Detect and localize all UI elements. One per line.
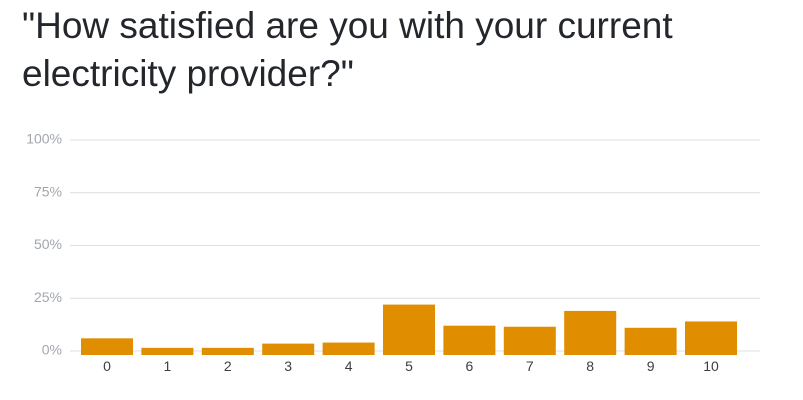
y-tick-label: 50%: [34, 236, 62, 252]
x-tick-label: 6: [466, 358, 474, 374]
bar: [81, 338, 133, 355]
bar: [624, 327, 677, 355]
x-tick-label: 3: [284, 358, 292, 374]
x-tick-label: 9: [647, 358, 655, 374]
y-tick-label: 0%: [42, 342, 62, 358]
bar: [685, 321, 737, 355]
bar: [262, 343, 315, 355]
x-tick-label: 0: [103, 358, 111, 374]
bar: [443, 325, 496, 355]
bar: [383, 304, 435, 355]
chart-title: "How satisfied are you with your current…: [22, 5, 673, 94]
x-tick-label: 8: [586, 358, 594, 374]
bar: [141, 347, 194, 355]
x-tick-label: 4: [345, 358, 353, 374]
x-tick-label: 5: [405, 358, 413, 374]
y-tick-label: 25%: [34, 289, 62, 305]
x-tick-label: 10: [703, 358, 719, 374]
x-tick-label: 2: [224, 358, 232, 374]
x-tick-label: 1: [164, 358, 172, 374]
x-tick-label: 7: [526, 358, 534, 374]
y-tick-label: 75%: [34, 183, 62, 199]
y-axis-ticks: 0% 25% 50% 75% 100%: [26, 131, 62, 358]
x-axis-ticks: 0 1 2 3 4 5 6 7 8 9 10: [103, 358, 719, 374]
bar: [322, 342, 375, 355]
bars: [81, 304, 737, 355]
y-tick-label: 100%: [26, 131, 62, 147]
bar: [503, 326, 556, 355]
bar: [201, 347, 254, 355]
bar: [564, 310, 617, 355]
